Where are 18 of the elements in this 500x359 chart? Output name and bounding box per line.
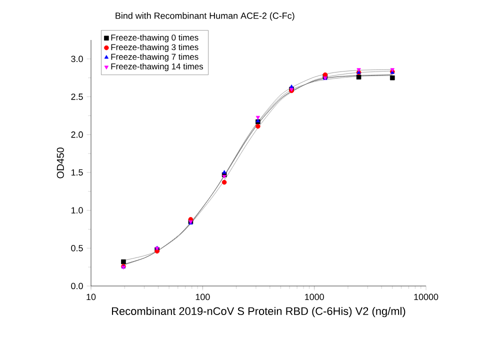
y-tick-label: 1.5 <box>71 169 83 176</box>
x-tick-label: 100 <box>196 294 210 300</box>
y-tick-label: 3.0 <box>71 56 83 62</box>
y-tick-label: 0.5 <box>71 244 83 252</box>
y-tick-label: 2.0 <box>71 131 83 138</box>
chart-title: Bind with Recombinant Human ACE-2 (C-Fc) <box>116 12 294 21</box>
y-tick-label: 0.0 <box>71 282 83 290</box>
legend-label: Freeze-thawing 7 times <box>111 54 198 62</box>
y-tick-label: 1.0 <box>71 207 83 214</box>
legend-label: Freeze-thawing 3 times <box>111 44 198 52</box>
x-tick-label: 10 <box>86 294 96 300</box>
x-tick-label: 1000 <box>305 294 324 300</box>
x-tick-label: 10000 <box>414 294 438 300</box>
legend-label: Freeze-thawing 14 times <box>111 63 204 72</box>
legend-label: Freeze-thawing 0 times <box>111 34 198 42</box>
y-tick-label: 2.5 <box>71 94 83 100</box>
x-axis-title: Recombinant 2019-nCoV S Protein RBD (C-6His) V2 (ng/ml) <box>112 306 406 318</box>
y-axis-title: OD450 <box>56 148 64 178</box>
